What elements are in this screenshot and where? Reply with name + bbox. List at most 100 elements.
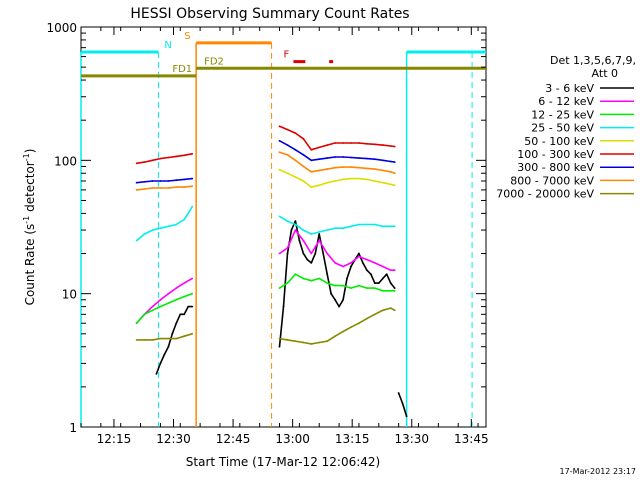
- series-3-point-1-5: [318, 231, 321, 233]
- x-axis-label: Start Time (17-Mar-12 12:06:42): [186, 455, 380, 469]
- series-6-point-1-8: [342, 156, 344, 158]
- series-2-point-1-2: [294, 273, 297, 276]
- series-4-segment-0: [279, 168, 395, 188]
- series-1-point-1-1: [286, 247, 289, 249]
- series-5-point-0-1: [143, 161, 146, 164]
- series-0-point-1-17: [346, 277, 348, 280]
- series-3-segment-1: [279, 215, 395, 235]
- series-1-point-0-5: [175, 287, 178, 289]
- series-7-point-0-3: [159, 187, 162, 189]
- series-1-point-1-12: [373, 262, 376, 264]
- series-0-point-1-16: [342, 298, 344, 301]
- marker-f: F: [284, 50, 334, 64]
- legend-label-8: 7000 - 20000 keV: [496, 188, 594, 201]
- series-0-point-1-28: [389, 282, 392, 284]
- series-8-point-1-7: [334, 335, 336, 338]
- y-tick-label-3: 1000: [46, 21, 77, 35]
- series-8-point-1-14: [389, 307, 392, 309]
- series-1-point-1-4: [310, 252, 313, 255]
- series-3-point-1-9: [350, 225, 352, 228]
- series-0-point-1-18: [350, 265, 352, 268]
- series-0-point-0-6: [179, 313, 182, 316]
- series-5-point-1-7: [334, 142, 336, 144]
- series-8-point-1-3: [302, 341, 305, 344]
- series-2-point-0-3: [159, 305, 162, 308]
- axes-layer: 12:15 12:30 12:45 13:00 13:15 13:30 13:45 1 10 10…: [46, 21, 488, 446]
- svg-text:Count Rate (s-1 detector-1): Count Rate (s-1 detector-1): [22, 149, 37, 306]
- series-7-point-1-15: [393, 172, 396, 175]
- series-1-point-0-6: [183, 282, 186, 284]
- series-2-point-1-14: [389, 289, 392, 292]
- series-1-point-0-7: [191, 277, 194, 280]
- series-1-point-1-8: [342, 265, 344, 268]
- y-tick-label-0: 1: [69, 421, 77, 435]
- series-5-point-1-12: [373, 143, 376, 146]
- series-6-point-1-1: [286, 144, 289, 147]
- series-0-point-1-5: [298, 239, 301, 242]
- series-1-point-1-5: [318, 239, 321, 242]
- series-3: [135, 205, 396, 242]
- series-0-point-1-7: [306, 258, 309, 261]
- y-tick-label-2: 100: [54, 154, 77, 168]
- series-5-point-1-2: [294, 132, 297, 135]
- series-6-point-0-4: [167, 180, 170, 182]
- series-4-point-0-11: [366, 178, 368, 181]
- x-tick-label-5: 13:30: [394, 432, 429, 446]
- series-5-point-1-14: [389, 145, 392, 147]
- series-5-point-1-6: [326, 144, 329, 147]
- series-4-point-0-10: [358, 177, 360, 180]
- series-1-point-1-13: [381, 265, 384, 268]
- series-0-point-0-2: [163, 353, 166, 356]
- y-axis-label: Count Rate (s-1 detector-1): [22, 149, 37, 306]
- series-5-point-1-15: [393, 145, 396, 148]
- footer-timestamp: 17-Mar-2012 23:17: [560, 467, 637, 476]
- legend-label-5: 100 - 300 keV: [517, 148, 594, 161]
- series-8-point-1-12: [373, 313, 376, 316]
- series-3-point-1-12: [373, 223, 376, 226]
- legend-label-6: 300 - 800 keV: [517, 161, 594, 174]
- series-4-point-0-1: [286, 172, 289, 175]
- series-7-point-0-0: [135, 189, 138, 191]
- x-tick-label-6: 13:45: [454, 432, 489, 446]
- series-1-point-0-3: [159, 298, 162, 301]
- series-5-point-1-3: [302, 137, 305, 140]
- series-1-point-1-2: [294, 229, 297, 232]
- series-1-point-1-10: [358, 255, 360, 258]
- series-7-point-1-6: [326, 168, 329, 171]
- series-5-point-0-4: [167, 156, 170, 159]
- series-2-point-1-7: [334, 284, 336, 287]
- series-1-point-1-0: [278, 252, 281, 255]
- series-0-point-1-29: [393, 287, 396, 289]
- series-3-point-1-1: [286, 220, 289, 223]
- series-8-point-1-15: [393, 309, 396, 312]
- marker-s-label: S: [184, 31, 190, 42]
- series-0-point-1-20: [358, 252, 360, 255]
- series-8-point-1-0: [278, 337, 281, 340]
- series-4-point-0-3: [302, 180, 305, 182]
- marker-layer: N S F FD1 FD2: [80, 31, 486, 427]
- series-5-point-1-8: [342, 142, 344, 144]
- series-0-segment-0: [155, 305, 193, 375]
- x-tick-label-2: 12:45: [216, 432, 251, 446]
- legend-label-3: 25 - 50 keV: [531, 122, 594, 135]
- series-5-segment-1: [279, 125, 395, 151]
- series-7-point-1-14: [389, 170, 392, 173]
- plot-frame: [80, 26, 487, 428]
- series-7-point-1-5: [318, 169, 321, 172]
- marker-fd2-label: FD2: [204, 56, 224, 67]
- series-6-point-1-14: [389, 160, 392, 163]
- series-0-point-1-25: [377, 282, 380, 284]
- series-8-point-1-8: [342, 330, 344, 333]
- series-0-point-0-8: [187, 305, 190, 308]
- series-4-point-0-5: [318, 184, 321, 187]
- series-0-point-1-13: [330, 292, 332, 295]
- series-0-point-0-5: [175, 322, 178, 325]
- series-1-segment-0: [136, 277, 193, 324]
- series-6-point-1-11: [366, 157, 368, 160]
- series-3-point-0-2: [151, 229, 154, 232]
- series-1-point-1-6: [326, 252, 329, 255]
- series-5-point-0-3: [159, 157, 162, 160]
- series-5-point-0-6: [183, 154, 186, 157]
- series-1-point-1-3: [302, 239, 305, 242]
